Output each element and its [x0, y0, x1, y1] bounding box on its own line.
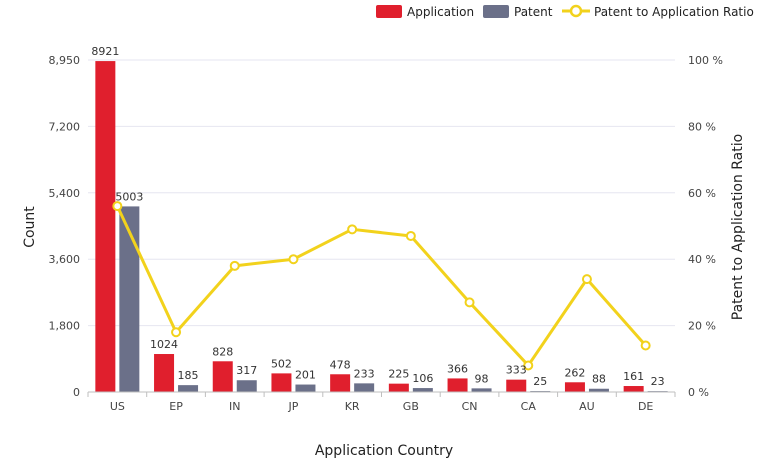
data-label-patent: 88: [592, 373, 606, 386]
y-tick-label: 0: [73, 386, 80, 399]
x-tick-label: CN: [462, 400, 478, 413]
y-axis-title: Count: [22, 206, 38, 248]
bar-application: [212, 361, 233, 392]
legend-swatch-ratio-marker: [569, 4, 583, 18]
bar-patent: [412, 388, 433, 392]
data-label-patent: 233: [354, 367, 375, 380]
y2-tick-label: 40 %: [688, 253, 716, 266]
ratio-point: [171, 327, 182, 338]
x-tick-label: US: [110, 400, 125, 413]
bar-application: [95, 61, 116, 393]
x-tick-label: DE: [638, 400, 653, 413]
bars-layer: [95, 61, 668, 393]
data-label-application: 333: [506, 364, 527, 377]
x-tick-label: KR: [345, 400, 360, 413]
ratio-point: [405, 230, 416, 241]
bar-application: [447, 378, 468, 392]
data-label-patent: 5003: [115, 190, 143, 203]
bar-application: [330, 374, 351, 392]
data-label-application: 502: [271, 357, 292, 370]
data-label-application: 366: [447, 362, 468, 375]
data-label-application: 8921: [91, 45, 119, 58]
data-label-patent: 106: [412, 372, 433, 385]
ratio-point: [112, 201, 123, 212]
data-label-patent: 25: [533, 375, 547, 388]
x-tick-label: IN: [229, 400, 240, 413]
y-tick-label: 5,400: [49, 187, 81, 200]
ratio-point: [229, 260, 240, 271]
x-tick-label: CA: [521, 400, 537, 413]
bar-patent: [178, 385, 199, 392]
bar-patent: [354, 383, 375, 392]
y2-tick-label: 0 %: [688, 386, 709, 399]
bar-application: [564, 382, 585, 392]
ratio-point: [464, 297, 475, 308]
data-label-application: 225: [388, 368, 409, 381]
data-label-application: 1024: [150, 338, 178, 351]
bar-patent: [588, 388, 609, 392]
bar-patent: [236, 380, 257, 392]
grid-layer: [88, 59, 675, 327]
data-label-patent: 201: [295, 369, 316, 382]
y-tick-label: 1,800: [49, 320, 81, 333]
bar-application: [271, 373, 292, 392]
ratio-point: [523, 360, 534, 371]
ratio-point: [581, 274, 592, 285]
y2-axis-title: Patent to Application Ratio: [730, 134, 746, 320]
data-label-patent: 23: [651, 375, 665, 388]
ratio-point: [288, 254, 299, 265]
ratio-line: [115, 205, 647, 367]
legend: Application Patent Patent to Application…: [376, 4, 754, 19]
bar-patent: [119, 206, 140, 392]
y2-tick-label: 80 %: [688, 120, 716, 133]
data-label-application: 161: [623, 370, 644, 383]
ratio-line-layer: [112, 201, 651, 371]
data-label-patent: 185: [178, 369, 199, 382]
y2-tick-label: 100 %: [688, 54, 723, 67]
legend-label-ratio: Patent to Application Ratio: [594, 5, 754, 19]
bar-application: [388, 383, 409, 392]
x-tick-label: JP: [288, 400, 299, 413]
x-tick-label: GB: [403, 400, 419, 413]
legend-label-patent: Patent: [514, 5, 553, 19]
y-tick-label: 7,200: [49, 120, 81, 133]
ratio-point: [347, 224, 358, 235]
data-label-application: 828: [212, 345, 233, 358]
bar-application: [154, 354, 175, 392]
bar-application: [506, 379, 527, 392]
ratio-point: [640, 340, 651, 351]
y-tick-label: 8,950: [49, 54, 81, 67]
legend-swatch-application: [376, 5, 402, 18]
x-tick-label: EP: [169, 400, 183, 413]
y2-tick-label: 20 %: [688, 320, 716, 333]
legend-swatch-patent: [483, 5, 509, 18]
axes-layer: 0 1,800 3,600 5,400 7,200 8,950 0 % 20 % 40 % 60 …: [49, 54, 723, 413]
y2-tick-label: 60 %: [688, 187, 716, 200]
bar-patent: [471, 388, 492, 392]
data-label-application: 478: [330, 358, 351, 371]
x-axis-title: Application Country: [315, 443, 453, 459]
data-label-patent: 317: [236, 364, 257, 377]
legend-label-application: Application: [407, 5, 474, 19]
bar-patent: [295, 384, 316, 392]
bar-application: [623, 386, 644, 392]
data-label-application: 262: [564, 366, 585, 379]
data-label-patent: 98: [475, 372, 489, 385]
y-tick-label: 3,600: [49, 253, 81, 266]
x-tick-label: AU: [579, 400, 595, 413]
